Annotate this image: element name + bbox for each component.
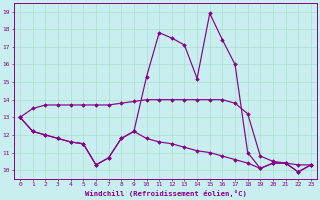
X-axis label: Windchill (Refroidissement éolien,°C): Windchill (Refroidissement éolien,°C) bbox=[84, 190, 246, 197]
